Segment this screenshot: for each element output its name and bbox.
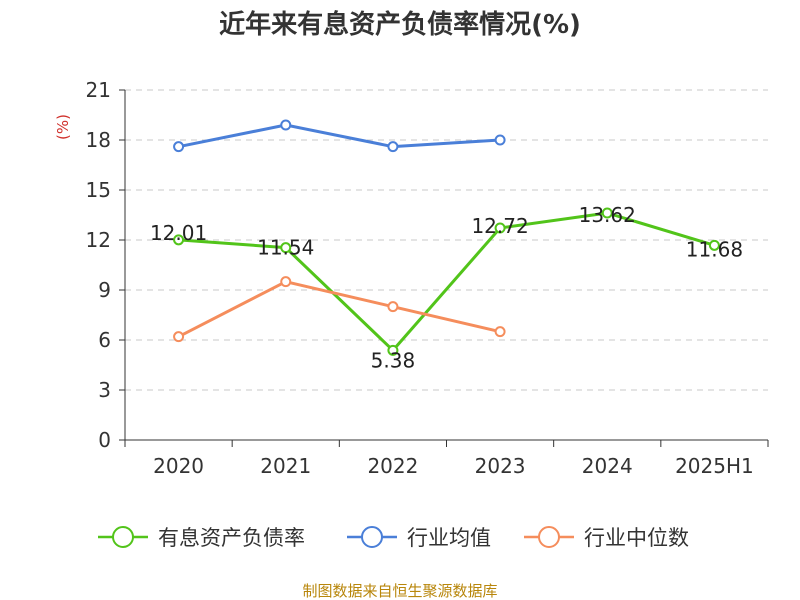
y-tick-label: 6 [98, 328, 111, 352]
data-point [173, 141, 185, 153]
y-tick-label: 12 [86, 228, 111, 252]
series-line [178, 123, 501, 149]
x-tick-label: 2021 [260, 454, 311, 478]
data-point [280, 242, 292, 254]
y-tick-label: 3 [98, 378, 111, 402]
x-tick-label: 2023 [475, 454, 526, 478]
data-label: 11.54 [257, 236, 314, 260]
y-tick-label: 15 [86, 178, 111, 202]
y-tick-label: 21 [86, 78, 111, 102]
x-tick-label: 2022 [367, 454, 418, 478]
data-label: 12.72 [471, 214, 528, 238]
legend: 有息资产负债率 行业均值 行业中位数 [98, 526, 689, 550]
data-point [173, 331, 185, 343]
data-label: 13.62 [579, 203, 636, 227]
legend-label: 行业均值 [407, 526, 491, 550]
data-point [494, 326, 506, 338]
series-line [177, 280, 501, 339]
data-label: 5.38 [371, 348, 416, 372]
chart-title: 近年来有息资产负债率情况(%) [219, 9, 581, 40]
axes: 0 3 6 9 12 15 18 21 2020 2021 2022 2023 2024 2025H1 [86, 78, 769, 478]
data-point [387, 141, 399, 153]
data-point [173, 234, 185, 246]
data-point [494, 222, 506, 234]
data-label: 12.01 [150, 221, 207, 245]
grid-lines [125, 89, 768, 391]
data-point [387, 344, 399, 356]
data-labels: 12.01 11.54 5.38 12.72 13.62 11.68 [150, 203, 743, 372]
series-line [178, 211, 715, 352]
y-axis-unit-label: (%) [54, 114, 72, 140]
data-point [280, 119, 292, 131]
x-tick-label: 2020 [153, 454, 204, 478]
x-tick-label: 2024 [582, 454, 633, 478]
data-point [601, 207, 613, 219]
data-point [708, 239, 720, 251]
legend-marker [538, 526, 560, 548]
series-layer [173, 119, 720, 356]
legend-label: 行业中位数 [584, 526, 689, 550]
y-tick-label: 0 [98, 428, 111, 452]
source-note: 制图数据来自恒生聚源数据库 [302, 582, 497, 600]
data-point [280, 276, 292, 288]
data-point [494, 134, 506, 146]
data-label: 11.68 [686, 237, 743, 261]
legend-marker [361, 526, 383, 548]
legend-label: 有息资产负债率 [158, 526, 305, 550]
legend-marker [112, 526, 134, 548]
x-tick-label: 2025H1 [675, 454, 754, 478]
y-tick-label: 18 [86, 128, 111, 152]
data-point [387, 301, 399, 313]
y-tick-label: 9 [98, 278, 111, 302]
